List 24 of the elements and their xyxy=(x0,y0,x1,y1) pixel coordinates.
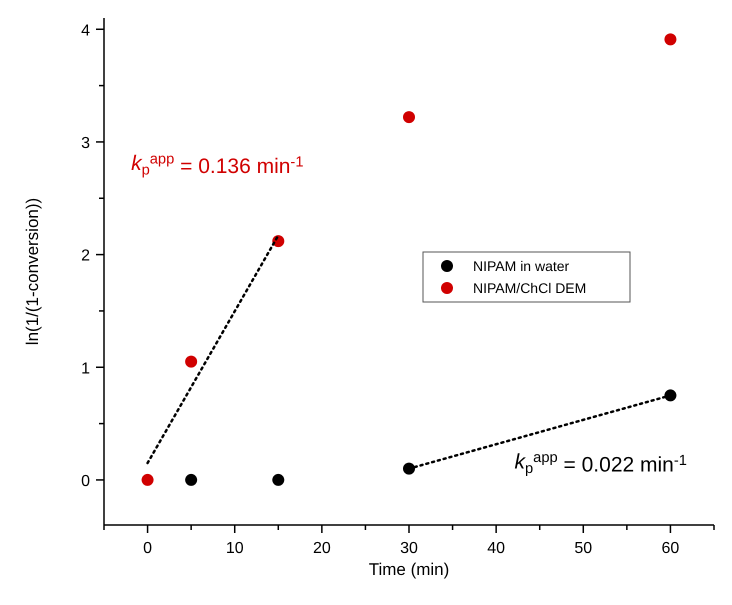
point xyxy=(142,474,154,486)
x-tick-label: 50 xyxy=(574,540,592,557)
y-tick-label: 0 xyxy=(81,472,90,490)
point xyxy=(185,474,198,486)
point xyxy=(185,356,198,368)
y-tick-label: 2 xyxy=(81,248,90,265)
x-tick-label: 60 xyxy=(662,540,680,557)
legend-label: NIPAM in water xyxy=(473,258,570,274)
point xyxy=(664,33,676,46)
y-tick-label: 1 xyxy=(81,360,90,378)
y-axis-title: ln(1/(1-conversion)) xyxy=(23,198,42,346)
legend-label: NIPAM/ChCl DEM xyxy=(473,280,586,296)
annotation: k$_{p}$$^{app}$ = 0.022 min$^{-1}$ xyxy=(514,450,687,478)
y-tick-label: 3 xyxy=(81,134,90,152)
point xyxy=(272,474,284,486)
x-tick-label: 40 xyxy=(487,540,506,557)
point xyxy=(403,111,415,124)
x-tick-label: 10 xyxy=(226,540,244,557)
x-tick-label: 30 xyxy=(400,540,418,557)
x-tick-label: 0 xyxy=(143,540,152,557)
y-tick-label: 4 xyxy=(81,22,90,40)
annotation: k$_{p}$$^{app}$ = 0.136 min$^{-1}$ xyxy=(131,151,304,179)
x-tick-label: 20 xyxy=(312,540,331,557)
x-axis-title: Time (min) xyxy=(368,560,450,579)
